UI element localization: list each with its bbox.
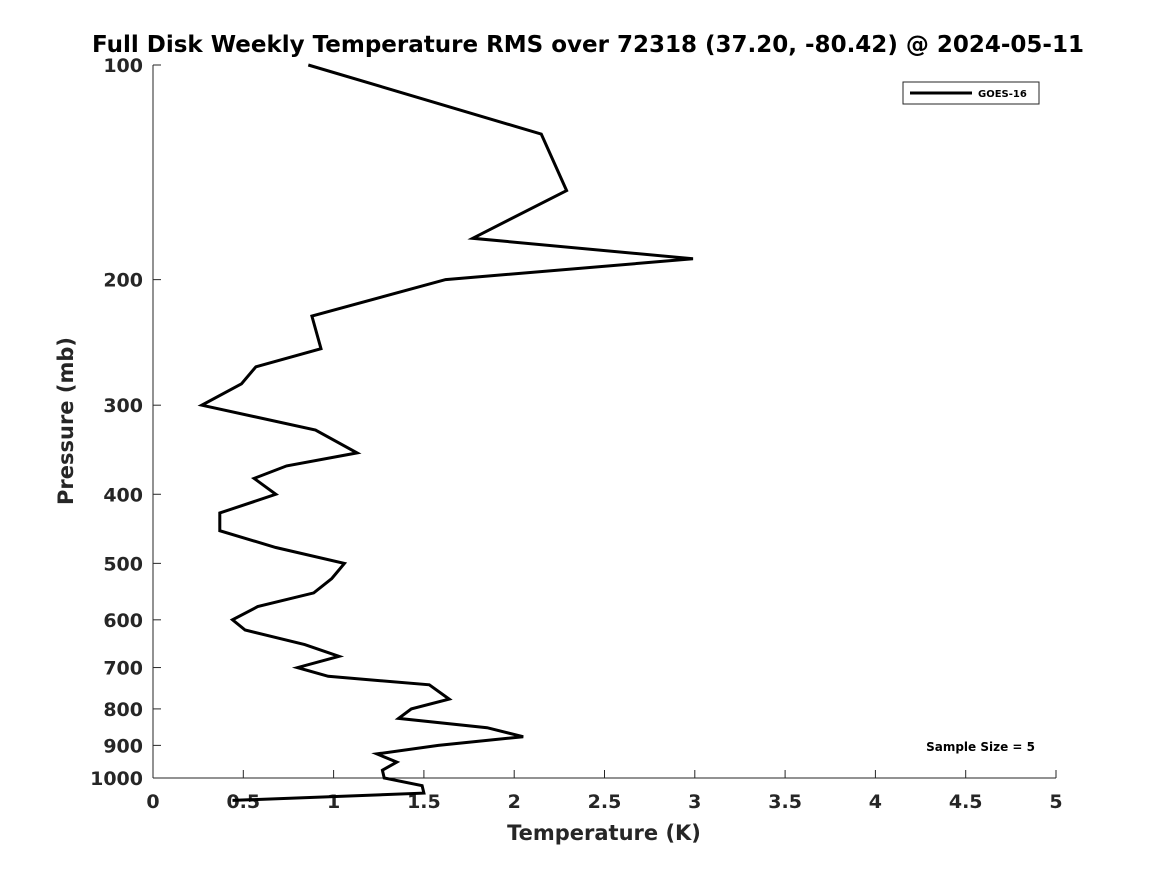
y-tick-label: 400 — [103, 484, 143, 506]
x-tick-label: 4 — [869, 791, 882, 813]
chart-title: Full Disk Weekly Temperature RMS over 72… — [92, 32, 1084, 58]
x-axis-label: Temperature (K) — [507, 821, 701, 845]
x-tick-label: 2.5 — [588, 791, 622, 813]
x-tick-label: 5 — [1049, 791, 1062, 813]
legend-label-goes-16: GOES-16 — [978, 89, 1027, 100]
x-tick-label: 1 — [327, 791, 340, 813]
y-tick-label: 900 — [103, 735, 143, 757]
y-tick-label: 200 — [103, 270, 143, 292]
series-layer — [197, 63, 694, 802]
sample-size-annotation: Sample Size = 5 — [926, 740, 1035, 754]
y-axis-ticks: 100 200 300 400 500 600 700 800 900 1000 — [90, 55, 161, 790]
x-tick-label: 3 — [688, 791, 701, 813]
y-tick-label: 800 — [103, 699, 143, 721]
y-tick-label: 500 — [103, 553, 143, 575]
y-tick-label: 100 — [103, 55, 143, 77]
x-tick-label: 1.5 — [407, 791, 441, 813]
x-tick-label: 3.5 — [768, 791, 802, 813]
y-tick-label: 600 — [103, 610, 143, 632]
plot-frame — [152, 65, 1056, 779]
x-axis-ticks: 0 0.5 1 1.5 2 2.5 3 3.5 4 4.5 5 — [146, 770, 1063, 813]
x-tick-label: 0.5 — [226, 791, 260, 813]
y-axis-label: Pressure (mb) — [54, 337, 78, 505]
x-tick-label: 0 — [146, 791, 159, 813]
y-tick-label: 700 — [103, 658, 143, 680]
x-tick-label: 2 — [508, 791, 521, 813]
y-tick-label: 1000 — [90, 768, 143, 790]
y-tick-label: 300 — [103, 395, 143, 417]
series-line-goes-16 — [197, 63, 694, 802]
legend: GOES-16 — [902, 81, 1040, 105]
x-tick-label: 4.5 — [949, 791, 983, 813]
